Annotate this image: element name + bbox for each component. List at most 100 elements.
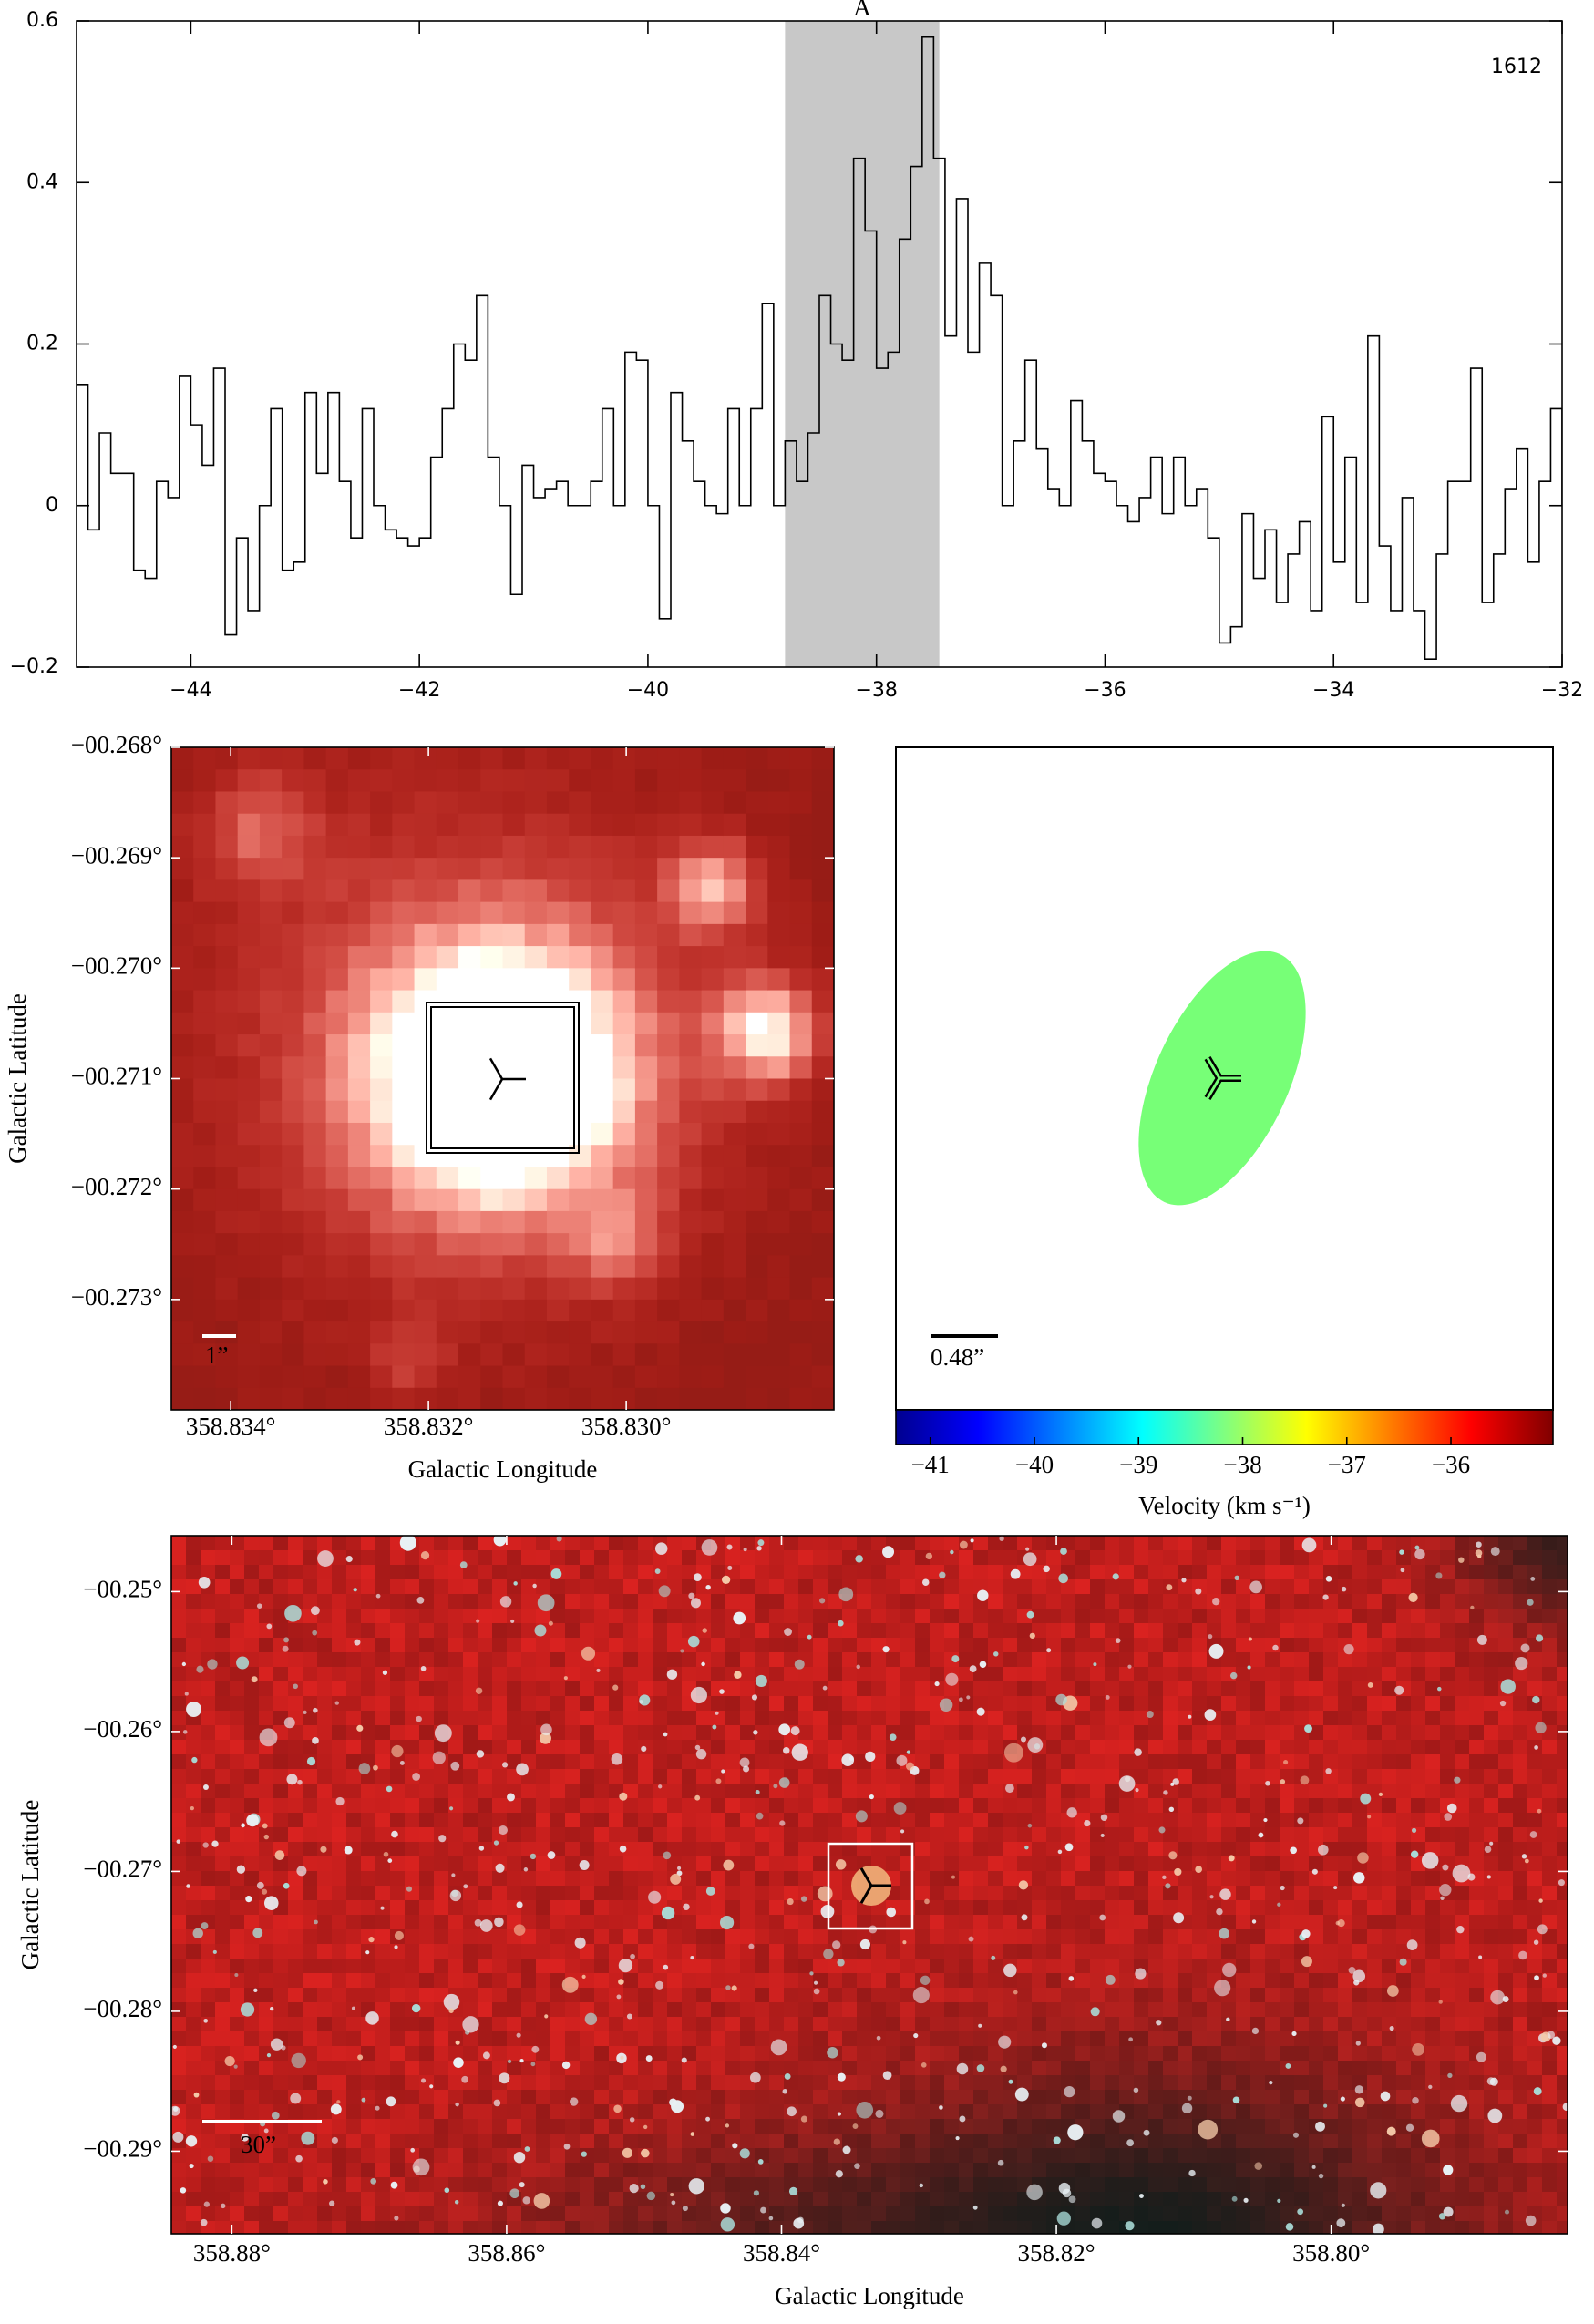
image-pixel [492, 1798, 508, 1814]
image-pixel [325, 879, 349, 903]
image-pixel [857, 2002, 872, 2018]
image-pixel [1338, 2046, 1353, 2062]
image-pixel [1061, 2163, 1076, 2178]
image-pixel [634, 1365, 658, 1389]
image-pixel [419, 1740, 435, 1755]
image-pixel [569, 1167, 591, 1190]
image-pixel [653, 1784, 668, 1799]
image-pixel [798, 1725, 814, 1741]
image-pixel [434, 2090, 449, 2105]
image-pixel [769, 1842, 785, 1857]
image-pixel [361, 1638, 376, 1653]
image-pixel [682, 1929, 697, 1945]
image-pixel [1192, 1813, 1208, 1828]
image-pixel [405, 1696, 420, 1712]
image-pixel [332, 1667, 347, 1682]
image-pixel [1178, 1842, 1193, 1857]
image-pixel [973, 1681, 989, 1697]
image-pixel [1075, 1594, 1091, 1609]
image-pixel [1280, 2090, 1295, 2105]
image-pixel [1207, 1565, 1222, 1580]
image-pixel [259, 1769, 274, 1784]
image-pixel [565, 2163, 581, 2178]
image-pixel [193, 1034, 216, 1057]
image-pixel [1294, 1579, 1310, 1595]
image-pixel [746, 1343, 768, 1367]
image-pixel [492, 1638, 508, 1653]
image-pixel [1046, 2031, 1062, 2047]
image-pixel [580, 1754, 595, 1770]
image-pixel [1046, 1711, 1062, 1726]
image-pixel [317, 1973, 333, 1989]
image-pixel [171, 1623, 187, 1639]
image-pixel [1105, 1988, 1120, 2003]
image-pixel [1163, 1871, 1178, 1887]
image-pixel [696, 1769, 712, 1784]
image-pixel [638, 2104, 653, 2120]
image-pixel [1309, 1652, 1324, 1668]
image-pixel [448, 1798, 464, 1814]
image-pixel [1017, 2075, 1033, 2091]
image-pixel [1075, 2002, 1091, 2018]
image-pixel [1134, 1856, 1149, 1872]
image-pixel [1236, 1944, 1251, 1959]
image-pixel [1236, 1725, 1251, 1741]
image-pixel [550, 1609, 566, 1624]
image-pixel [580, 2119, 595, 2134]
image-pixel [740, 1638, 756, 1653]
image-pixel [193, 1122, 216, 1146]
image-pixel [1382, 1609, 1397, 1624]
image-pixel [638, 2221, 653, 2234]
image-pixel [492, 1929, 508, 1945]
image-pixel [1338, 1973, 1353, 1989]
image-pixel [282, 1387, 304, 1410]
image-pixel [273, 1871, 289, 1887]
image-pixel [361, 2031, 376, 2047]
image-pixel [667, 2046, 683, 2062]
image-pixel [1250, 1550, 1266, 1566]
image-pixel [463, 1667, 478, 1682]
image-pixel [623, 2061, 639, 2076]
image-pixel [789, 1210, 813, 1234]
image-pixel [811, 1012, 834, 1035]
image-pixel [347, 968, 371, 992]
image-pixel [521, 1579, 537, 1595]
image-pixel [973, 2206, 989, 2222]
image-pixel [798, 1784, 814, 1799]
image-pixel [1105, 2119, 1120, 2134]
image-pixel [478, 1784, 493, 1799]
image-pixel [1265, 2046, 1280, 2062]
image-pixel [186, 2090, 201, 2105]
image-pixel [405, 1959, 420, 1974]
image-pixel [1134, 1550, 1149, 1566]
image-pixel [1338, 2192, 1353, 2207]
image-pixel [900, 1565, 916, 1580]
image-pixel [767, 1167, 791, 1190]
image-pixel [237, 1233, 261, 1256]
image-pixel [1148, 2002, 1164, 2018]
image-pixel [565, 1594, 581, 1609]
image-pixel [900, 1623, 916, 1639]
image-pixel [303, 2061, 318, 2076]
image-pixel [375, 2075, 391, 2091]
image-pixel [288, 1798, 303, 1814]
image-pixel [230, 1565, 245, 1580]
image-pixel [638, 2134, 653, 2149]
image-pixel [550, 1638, 566, 1653]
image-pixel [1192, 1973, 1208, 1989]
image-pixel [361, 1959, 376, 1974]
image-pixel [1075, 2031, 1091, 2047]
image-pixel [1090, 1784, 1106, 1799]
image-pixel [419, 1959, 435, 1974]
image-pixel [959, 1769, 974, 1784]
image-pixel [569, 835, 591, 859]
image-pixel [361, 1725, 376, 1741]
image-pixel [784, 2192, 799, 2207]
image-pixel [1105, 2075, 1120, 2091]
image-pixel [667, 2148, 683, 2164]
x-tick-label: −42 [398, 679, 440, 702]
image-pixel [215, 2075, 231, 2091]
image-pixel [1294, 2046, 1310, 2062]
image-pixel [828, 1609, 843, 1624]
image-pixel [259, 2031, 274, 2047]
